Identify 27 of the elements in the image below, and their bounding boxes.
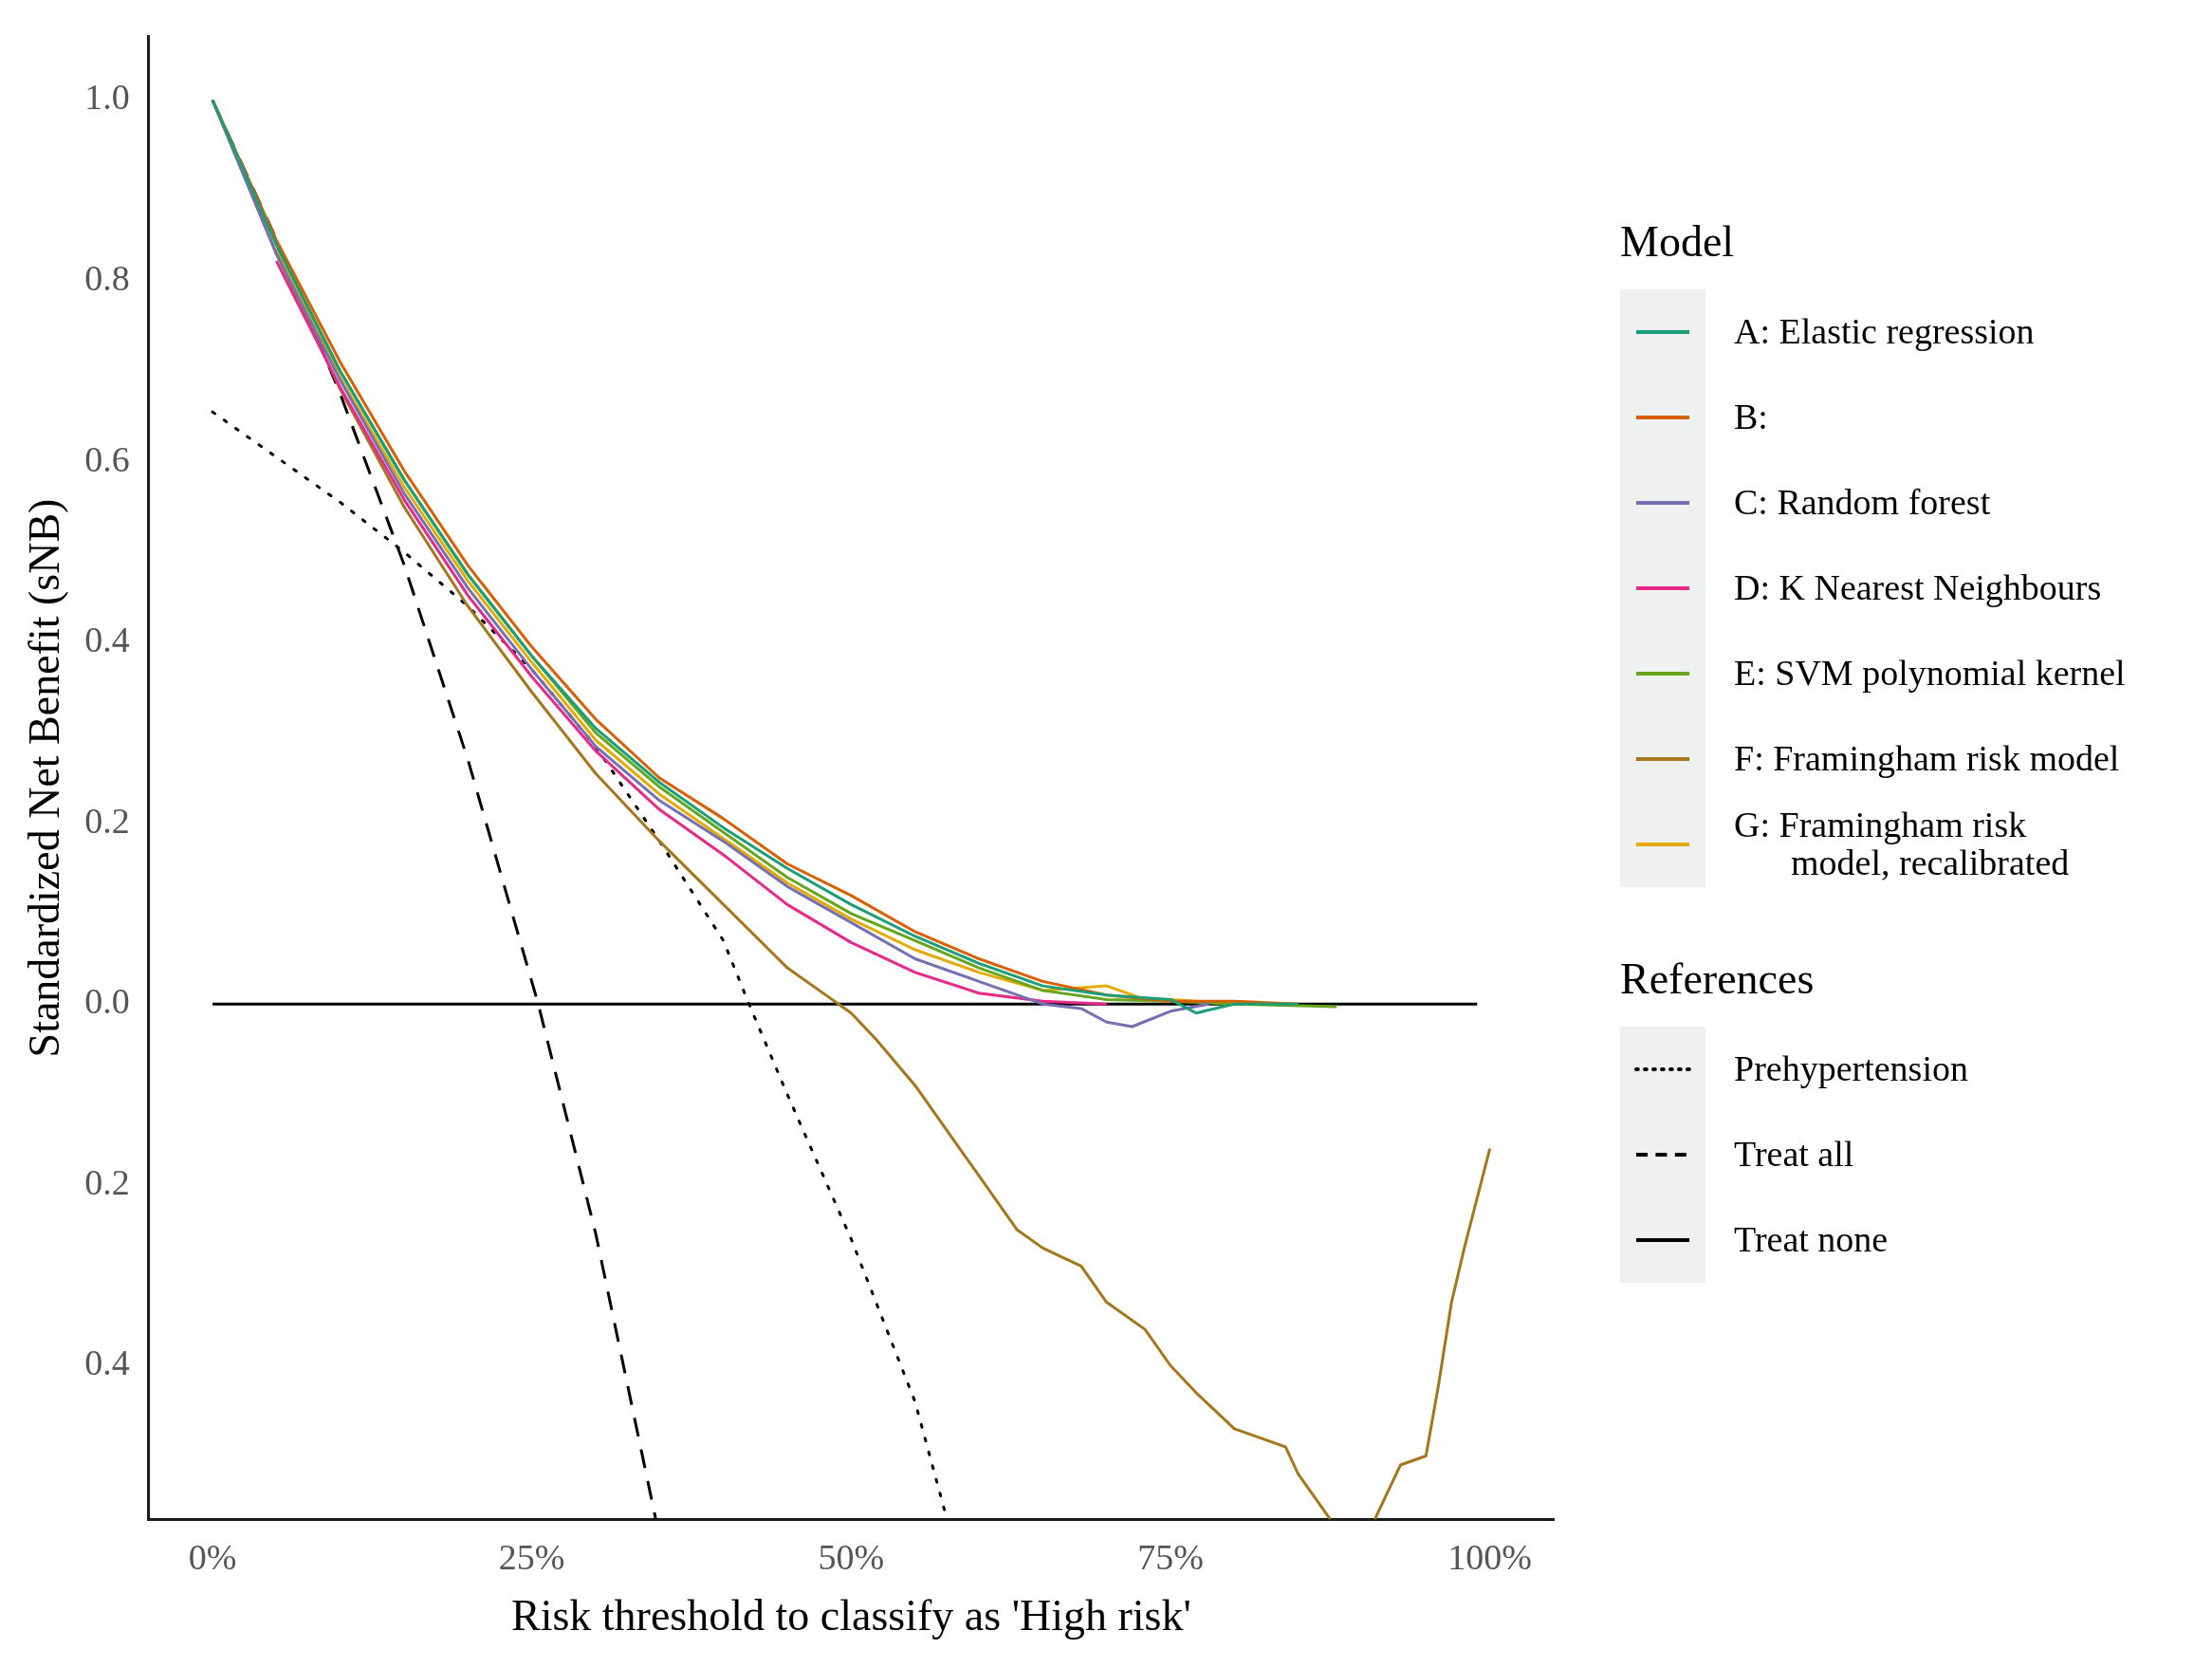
legend-label: F: Framingham risk model [1734, 738, 2121, 779]
legend-label: Treat all [1734, 1134, 1855, 1175]
legend-label: E: SVM polynomial kernel [1734, 653, 2127, 694]
y-tick-label: 0.2 [84, 1161, 130, 1202]
legend-label: C: Random forest [1734, 482, 1992, 523]
y-tick-label: 0.2 [84, 800, 130, 841]
x-tick-label: 50% [818, 1536, 885, 1577]
y-tick-label: 0.0 [84, 981, 130, 1022]
y-tick-label: 0.6 [84, 438, 130, 479]
y-tick-label: 0.4 [84, 1343, 130, 1383]
legend-label: D: K Nearest Neighbours [1734, 567, 2103, 608]
y-tick-label: 1.0 [84, 77, 130, 118]
x-tick-label: 25% [498, 1536, 565, 1577]
legend-title: Model [1620, 216, 1736, 267]
y-axis-title: Standardized Net Benefit (sNB) [19, 498, 68, 1058]
x-tick-label: 100% [1447, 1536, 1532, 1577]
legend-label: Treat none [1734, 1219, 1889, 1260]
x-tick-label: 0% [188, 1536, 237, 1577]
x-tick-label: 75% [1137, 1536, 1204, 1577]
y-tick-label: 0.8 [84, 258, 130, 299]
legend-label: G: Framingham risk model, recalibrated [1734, 805, 2071, 882]
x-axis-title: Risk threshold to classify as 'High risk' [510, 1591, 1191, 1640]
y-tick-label: 0.4 [84, 620, 130, 660]
legend-label: A: Elastic regression [1734, 311, 2036, 352]
text: References [1620, 954, 1816, 1004]
legend-label: B: [1734, 397, 1769, 437]
legend-label: Prehypertension [1734, 1048, 1969, 1089]
